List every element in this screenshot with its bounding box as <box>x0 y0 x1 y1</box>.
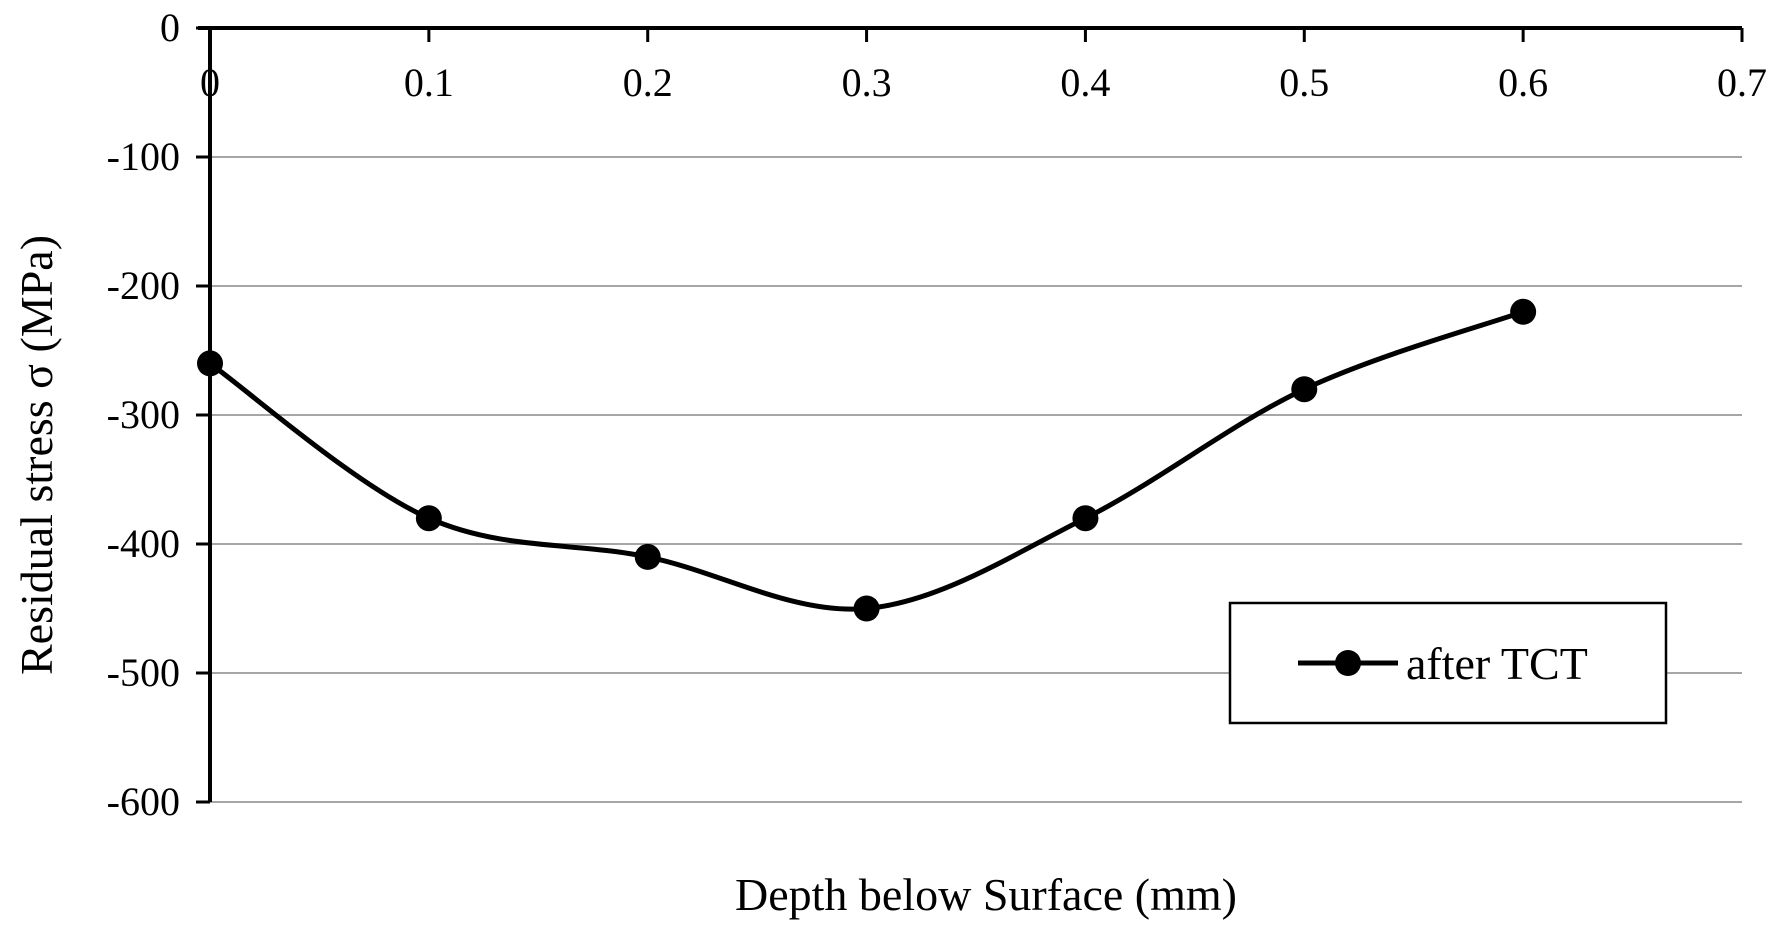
y-tick-label: -600 <box>107 779 180 824</box>
data-point <box>197 350 223 377</box>
x-tick-label: 0.3 <box>842 60 892 105</box>
x-axis-title: Depth below Surface (mm) <box>735 869 1237 920</box>
x-ticks: 0 0.1 0.2 0.3 0.4 0.5 0.6 0.7 <box>200 28 1767 105</box>
x-tick-label: 0.1 <box>404 60 454 105</box>
gridlines <box>210 156 1742 803</box>
x-tick-label: 0.7 <box>1717 60 1767 105</box>
y-tick-label: -100 <box>107 134 180 179</box>
y-axis-title: Residual stress σ (MPa) <box>11 235 62 675</box>
x-tick-label: 0.4 <box>1060 60 1110 105</box>
x-tick-label: 0.5 <box>1279 60 1329 105</box>
series-line-after-tct <box>208 309 1524 612</box>
data-point <box>1072 505 1099 532</box>
x-tick-label: 0.2 <box>623 60 673 105</box>
data-point <box>415 505 442 532</box>
y-tick-label: -300 <box>107 392 180 437</box>
data-point <box>1291 376 1318 403</box>
y-tick-label: 0 <box>160 5 180 50</box>
y-ticks: 0 -100 -200 -300 -400 -500 -600 <box>107 5 210 824</box>
data-point <box>634 543 661 570</box>
data-point <box>853 595 880 622</box>
data-points <box>197 298 1537 622</box>
y-tick-label: -500 <box>107 650 180 695</box>
x-tick-label: 0 <box>200 60 220 105</box>
legend-marker-swatch <box>1335 650 1361 676</box>
data-point <box>1510 298 1537 325</box>
legend: after TCT <box>1228 601 1668 725</box>
y-tick-label: -400 <box>107 521 180 566</box>
series <box>208 309 1524 612</box>
y-tick-label: -200 <box>107 263 180 308</box>
x-tick-label: 0.6 <box>1498 60 1548 105</box>
legend-label: after TCT <box>1406 638 1588 689</box>
